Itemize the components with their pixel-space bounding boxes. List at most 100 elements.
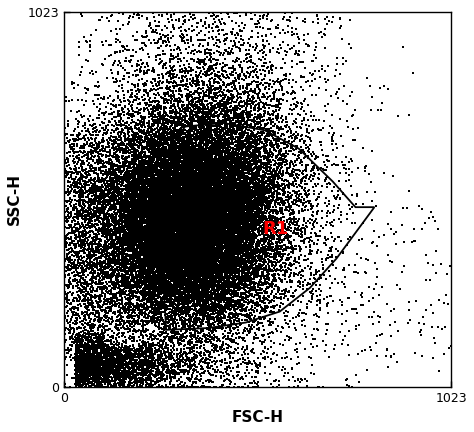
Point <box>273 252 280 259</box>
Point <box>155 205 162 212</box>
Point <box>241 178 249 184</box>
Point <box>186 224 194 231</box>
Point <box>201 239 209 246</box>
Point <box>308 152 316 159</box>
Point <box>139 197 146 204</box>
Point <box>193 178 201 185</box>
Point <box>249 190 257 197</box>
Point <box>239 355 246 362</box>
Point <box>237 153 244 160</box>
Point <box>156 255 164 262</box>
Point <box>290 151 297 158</box>
Point <box>138 137 146 144</box>
Point <box>122 262 129 269</box>
Point <box>238 160 246 167</box>
Point <box>80 359 87 366</box>
Point <box>200 160 207 167</box>
Point <box>164 266 172 273</box>
Point <box>131 191 139 197</box>
Point <box>206 265 214 272</box>
Point <box>246 159 253 166</box>
Point <box>125 320 133 327</box>
Point <box>80 134 87 141</box>
Point <box>108 159 116 165</box>
Point <box>176 115 183 122</box>
Point <box>146 172 154 179</box>
Point <box>200 383 208 390</box>
Point <box>188 204 195 211</box>
Point <box>255 162 263 169</box>
Point <box>230 168 237 175</box>
Point <box>151 179 158 186</box>
Point <box>222 161 230 168</box>
Point <box>168 282 176 289</box>
Point <box>203 257 210 264</box>
Point <box>93 366 100 373</box>
Point <box>286 336 293 343</box>
Point <box>137 241 145 248</box>
Point <box>60 253 68 260</box>
Point <box>164 346 171 353</box>
Point <box>147 245 155 252</box>
Point <box>96 372 104 379</box>
Point <box>134 186 142 193</box>
Point <box>218 184 225 191</box>
Point <box>214 369 221 376</box>
Point <box>282 222 289 229</box>
Point <box>246 236 254 243</box>
Point <box>244 156 252 163</box>
Point <box>137 152 145 159</box>
Point <box>258 255 265 262</box>
Point <box>258 208 266 215</box>
Point <box>117 225 124 232</box>
Point <box>95 247 103 254</box>
Point <box>198 124 206 130</box>
Point <box>131 201 139 208</box>
Point <box>143 189 150 196</box>
Point <box>118 368 126 375</box>
Point <box>177 216 185 223</box>
Point <box>126 302 134 309</box>
Point <box>171 225 178 232</box>
Point <box>227 171 234 178</box>
Point <box>227 252 234 259</box>
Point <box>152 284 159 291</box>
Point <box>177 203 185 210</box>
Point <box>184 197 191 204</box>
Point <box>156 285 164 292</box>
Point <box>169 263 176 270</box>
Point <box>190 289 197 296</box>
Point <box>210 279 218 286</box>
Point <box>296 244 304 251</box>
Point <box>118 175 126 181</box>
Point <box>196 370 203 377</box>
Point <box>112 121 120 127</box>
Point <box>138 282 146 289</box>
Point <box>234 262 241 269</box>
Point <box>194 85 202 92</box>
Point <box>293 258 301 265</box>
Point <box>149 208 157 215</box>
Point <box>202 177 210 184</box>
Point <box>202 145 210 152</box>
Point <box>198 227 206 234</box>
Point <box>121 247 128 254</box>
Point <box>182 229 190 235</box>
Point <box>197 204 204 211</box>
Point <box>190 366 198 373</box>
Point <box>198 247 206 254</box>
Point <box>179 267 186 274</box>
Point <box>221 292 228 299</box>
Point <box>172 157 180 164</box>
Point <box>204 206 212 213</box>
Point <box>241 245 249 252</box>
Point <box>231 194 238 201</box>
Point <box>184 214 191 221</box>
Point <box>122 229 129 235</box>
Point <box>110 257 118 264</box>
Point <box>152 229 159 236</box>
Point <box>189 243 197 250</box>
Point <box>127 92 135 98</box>
Point <box>72 263 80 270</box>
Point <box>124 369 131 376</box>
